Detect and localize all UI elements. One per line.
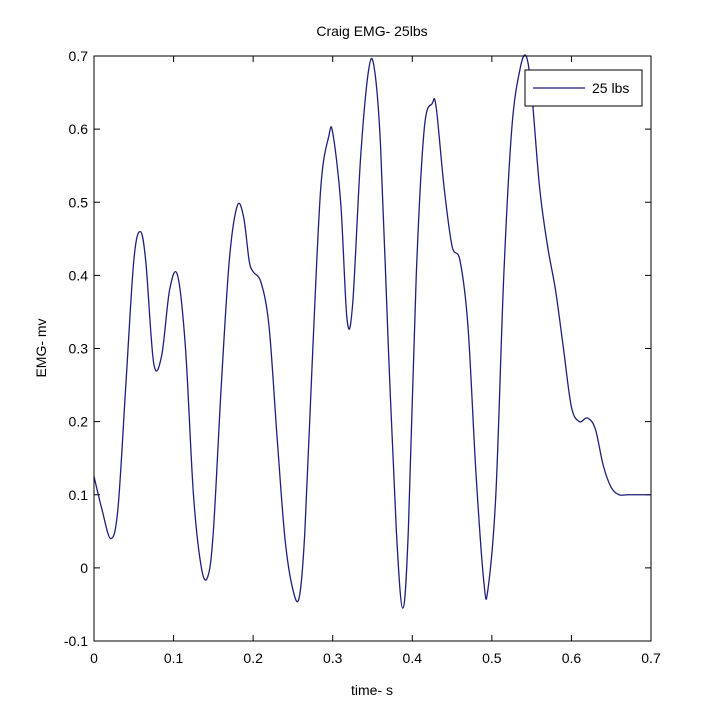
y-tick-label: 0.4 <box>69 267 89 283</box>
x-ticks: 0 0.1 0.2 0.3 0.4 0.5 0.6 0.7 <box>90 56 661 666</box>
x-tick-label: 0.6 <box>562 650 582 666</box>
x-tick-label: 0.4 <box>403 650 423 666</box>
x-tick-label: 0.1 <box>164 650 184 666</box>
y-tick-label: 0.5 <box>69 194 89 210</box>
legend: 25 lbs <box>524 69 643 107</box>
plot-frame <box>93 55 652 642</box>
y-tick-label: 0 <box>80 560 88 576</box>
x-axis-label: time- s <box>351 682 393 698</box>
x-tick-label: 0.2 <box>243 650 263 666</box>
x-tick-label: 0.7 <box>641 650 661 666</box>
y-tick-label: 0.3 <box>69 341 89 357</box>
plot-background <box>94 56 651 641</box>
y-tick-label: 0.7 <box>69 48 89 64</box>
y-tick-label: 0.1 <box>69 487 89 503</box>
x-tick-label: 0 <box>90 650 98 666</box>
y-axis-label: EMG- mv <box>33 318 49 377</box>
y-ticks: -0.1 0 0.1 0.2 0.3 0.4 0.5 0.6 0.7 <box>64 48 651 649</box>
chart-title: Craig EMG- 25lbs <box>316 23 427 39</box>
y-tick-label: 0.6 <box>69 121 89 137</box>
y-tick-label: -0.1 <box>64 633 88 649</box>
y-tick-label: 0.2 <box>69 414 89 430</box>
legend-entry-label: 25 lbs <box>592 80 629 96</box>
x-tick-label: 0.3 <box>323 650 343 666</box>
x-tick-label: 0.5 <box>482 650 502 666</box>
